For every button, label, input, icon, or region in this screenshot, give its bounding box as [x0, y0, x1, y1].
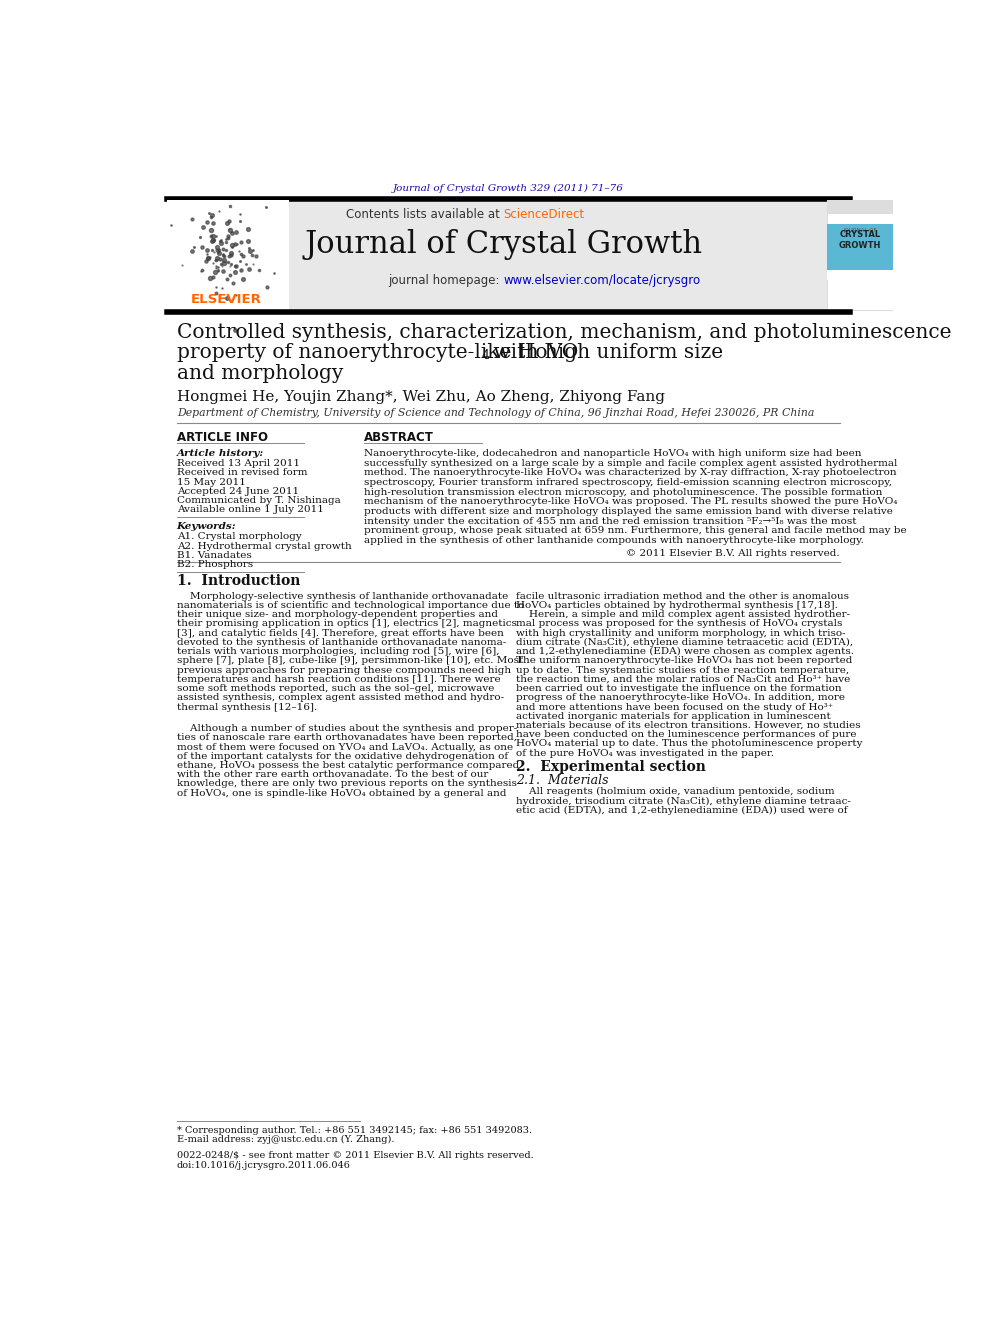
Text: materials because of its electron transitions. However, no studies: materials because of its electron transi…: [516, 721, 861, 730]
Text: 15 May 2011: 15 May 2011: [177, 478, 246, 487]
Text: sphere [7], plate [8], cube-like [9], persimmon-like [10], etc. Most: sphere [7], plate [8], cube-like [9], pe…: [177, 656, 523, 665]
Text: All reagents (holmium oxide, vanadium pentoxide, sodium: All reagents (holmium oxide, vanadium pe…: [516, 787, 835, 796]
Text: applied in the synthesis of other lanthanide compounds with nanoerythrocyte-like: applied in the synthesis of other lantha…: [364, 536, 864, 545]
Text: 4: 4: [481, 349, 489, 363]
Text: B1. Vanadates: B1. Vanadates: [177, 550, 251, 560]
Text: been carried out to investigate the influence on the formation: been carried out to investigate the infl…: [516, 684, 842, 693]
Text: Hongmei He, Youjin Zhang*, Wei Zhu, Ao Zheng, Zhiyong Fang: Hongmei He, Youjin Zhang*, Wei Zhu, Ao Z…: [177, 390, 665, 405]
Text: of the important catalysts for the oxidative dehydrogenation of: of the important catalysts for the oxida…: [177, 751, 508, 761]
Text: * Corresponding author. Tel.: +86 551 3492145; fax: +86 551 3492083.: * Corresponding author. Tel.: +86 551 34…: [177, 1126, 532, 1135]
Text: ELSEVIER: ELSEVIER: [190, 294, 262, 306]
Text: Keywords:: Keywords:: [177, 523, 236, 532]
Text: thermal synthesis [12–16].: thermal synthesis [12–16].: [177, 703, 317, 712]
Text: previous approaches for preparing these compounds need high: previous approaches for preparing these …: [177, 665, 511, 675]
Text: high-resolution transmission electron microscopy, and photoluminescence. The pos: high-resolution transmission electron mi…: [364, 488, 883, 496]
Text: prominent group, whose peak situated at 659 nm. Furthermore, this general and fa: prominent group, whose peak situated at …: [364, 527, 907, 536]
Text: A1. Crystal morphology: A1. Crystal morphology: [177, 532, 302, 541]
Text: © 2011 Elsevier B.V. All rights reserved.: © 2011 Elsevier B.V. All rights reserved…: [627, 549, 840, 557]
Text: and more attentions have been focused on the study of Ho³⁺: and more attentions have been focused on…: [516, 703, 833, 712]
Text: intensity under the excitation of 455 nm and the red emission transition ⁵F₂→⁵I₈: intensity under the excitation of 455 nm…: [364, 516, 857, 525]
Text: Nanoerythrocyte-like, dodecahedron and nanoparticle HoVO₄ with high uniform size: Nanoerythrocyte-like, dodecahedron and n…: [364, 450, 862, 458]
Text: ABSTRACT: ABSTRACT: [364, 431, 434, 445]
Text: doi:10.1016/j.jcrysgro.2011.06.046: doi:10.1016/j.jcrysgro.2011.06.046: [177, 1160, 350, 1170]
Text: their unique size- and morphology-dependent properties and: their unique size- and morphology-depend…: [177, 610, 498, 619]
Text: journal homepage:: journal homepage:: [389, 274, 504, 287]
Text: Article history:: Article history:: [177, 450, 264, 458]
Text: hydroxide, trisodium citrate (Na₃Cit), ethylene diamine tetraac-: hydroxide, trisodium citrate (Na₃Cit), e…: [516, 796, 851, 806]
Text: temperatures and harsh reaction conditions [11]. There were: temperatures and harsh reaction conditio…: [177, 675, 500, 684]
Text: Communicated by T. Nishinaga: Communicated by T. Nishinaga: [177, 496, 340, 505]
Text: and 1,2-ethylenediamine (EDA) were chosen as complex agents.: and 1,2-ethylenediamine (EDA) were chose…: [516, 647, 854, 656]
Text: JOURNAL OF: JOURNAL OF: [843, 228, 877, 233]
Text: with high uniform size: with high uniform size: [487, 343, 723, 363]
Text: dium citrate (Na₃Cit), ethylene diamine tetraacetic acid (EDTA),: dium citrate (Na₃Cit), ethylene diamine …: [516, 638, 853, 647]
Text: 0022-0248/$ - see front matter © 2011 Elsevier B.V. All rights reserved.: 0022-0248/$ - see front matter © 2011 El…: [177, 1151, 534, 1160]
Text: with the other rare earth orthovanadate. To the best of our: with the other rare earth orthovanadate.…: [177, 770, 488, 779]
Text: nanomaterials is of scientific and technological importance due to: nanomaterials is of scientific and techn…: [177, 601, 524, 610]
Text: Although a number of studies about the synthesis and proper-: Although a number of studies about the s…: [177, 724, 517, 733]
Text: terials with various morphologies, including rod [5], wire [6],: terials with various morphologies, inclu…: [177, 647, 499, 656]
Text: Herein, a simple and mild complex agent assisted hydrother-: Herein, a simple and mild complex agent …: [516, 610, 850, 619]
Text: 2.1.  Materials: 2.1. Materials: [516, 774, 609, 787]
Text: Controlled synthesis, characterization, mechanism, and photoluminescence: Controlled synthesis, characterization, …: [177, 323, 951, 341]
Text: activated inorganic materials for application in luminescent: activated inorganic materials for applic…: [516, 712, 831, 721]
Text: ethane, HoVO₄ possess the best catalytic performance compared: ethane, HoVO₄ possess the best catalytic…: [177, 761, 519, 770]
Text: Received in revised form: Received in revised form: [177, 468, 308, 478]
Text: and morphology: and morphology: [177, 364, 343, 384]
Text: mal process was proposed for the synthesis of HoVO₄ crystals: mal process was proposed for the synthes…: [516, 619, 842, 628]
Text: Journal of Crystal Growth: Journal of Crystal Growth: [305, 229, 702, 261]
Text: Received 13 April 2011: Received 13 April 2011: [177, 459, 300, 468]
Text: Morphology-selective synthesis of lanthanide orthovanadate: Morphology-selective synthesis of lantha…: [177, 591, 508, 601]
Text: 2.  Experimental section: 2. Experimental section: [516, 759, 706, 774]
FancyBboxPatch shape: [827, 200, 893, 311]
Text: HoVO₄ particles obtained by hydrothermal synthesis [17,18].: HoVO₄ particles obtained by hydrothermal…: [516, 601, 838, 610]
Text: E-mail address: zyj@ustc.edu.cn (Y. Zhang).: E-mail address: zyj@ustc.edu.cn (Y. Zhan…: [177, 1135, 394, 1144]
Text: The uniform nanoerythrocyte-like HoVO₄ has not been reported: The uniform nanoerythrocyte-like HoVO₄ h…: [516, 656, 852, 665]
Text: ScienceDirect: ScienceDirect: [504, 208, 585, 221]
Text: progress of the nanoerythrocyte-like HoVO₄. In addition, more: progress of the nanoerythrocyte-like HoV…: [516, 693, 845, 703]
Text: CRYSTAL
GROWTH: CRYSTAL GROWTH: [839, 230, 882, 250]
Text: ARTICLE INFO: ARTICLE INFO: [177, 431, 268, 445]
Text: Journal of Crystal Growth 329 (2011) 71–76: Journal of Crystal Growth 329 (2011) 71–…: [393, 184, 624, 193]
Text: B2. Phosphors: B2. Phosphors: [177, 560, 253, 569]
FancyBboxPatch shape: [167, 200, 289, 311]
Text: of HoVO₄, one is spindle-like HoVO₄ obtained by a general and: of HoVO₄, one is spindle-like HoVO₄ obta…: [177, 789, 506, 798]
Text: [3], and catalytic fields [4]. Therefore, great efforts have been: [3], and catalytic fields [4]. Therefore…: [177, 628, 504, 638]
Text: some soft methods reported, such as the sol–gel, microwave: some soft methods reported, such as the …: [177, 684, 494, 693]
Text: HoVO₄ material up to date. Thus the photoluminescence property: HoVO₄ material up to date. Thus the phot…: [516, 740, 863, 749]
Text: 1.  Introduction: 1. Introduction: [177, 574, 300, 587]
Text: spectroscopy, Fourier transform infrared spectroscopy, field-emission scanning e: spectroscopy, Fourier transform infrared…: [364, 478, 892, 487]
Text: Department of Chemistry, University of Science and Technology of China, 96 Jinzh: Department of Chemistry, University of S…: [177, 407, 814, 418]
Text: most of them were focused on YVO₄ and LaVO₄. Actually, as one: most of them were focused on YVO₄ and La…: [177, 742, 513, 751]
Text: of the pure HoVO₄ was investigated in the paper.: of the pure HoVO₄ was investigated in th…: [516, 749, 774, 758]
Text: facile ultrasonic irradiation method and the other is anomalous: facile ultrasonic irradiation method and…: [516, 591, 849, 601]
Text: property of nanoerythrocyte-like HoVO: property of nanoerythrocyte-like HoVO: [177, 343, 578, 363]
FancyBboxPatch shape: [827, 224, 893, 270]
Text: devoted to the synthesis of lanthanide orthovanadate nanoma-: devoted to the synthesis of lanthanide o…: [177, 638, 506, 647]
Text: successfully synthesized on a large scale by a simple and facile complex agent a: successfully synthesized on a large scal…: [364, 459, 898, 468]
FancyBboxPatch shape: [827, 270, 893, 280]
Text: products with different size and morphology displayed the same emission band wit: products with different size and morphol…: [364, 507, 893, 516]
Text: ties of nanoscale rare earth orthovanadates have been reported,: ties of nanoscale rare earth orthovanada…: [177, 733, 517, 742]
Text: knowledge, there are only two previous reports on the synthesis: knowledge, there are only two previous r…: [177, 779, 517, 789]
Text: method. The nanoerythrocyte-like HoVO₄ was characterized by X-ray diffraction, X: method. The nanoerythrocyte-like HoVO₄ w…: [364, 468, 897, 478]
Text: mechanism of the nanoerythrocyte-like HoVO₄ was proposed. The PL results showed : mechanism of the nanoerythrocyte-like Ho…: [364, 497, 898, 507]
Text: the reaction time, and the molar ratios of Na₃Cit and Ho³⁺ have: the reaction time, and the molar ratios …: [516, 675, 850, 684]
Text: www.elsevier.com/locate/jcrysgro: www.elsevier.com/locate/jcrysgro: [504, 274, 701, 287]
Text: have been conducted on the luminescence performances of pure: have been conducted on the luminescence …: [516, 730, 857, 740]
Text: assisted synthesis, complex agent assisted method and hydro-: assisted synthesis, complex agent assist…: [177, 693, 504, 703]
Text: their promising application in optics [1], electrics [2], magnetics: their promising application in optics [1…: [177, 619, 517, 628]
Text: Accepted 24 June 2011: Accepted 24 June 2011: [177, 487, 299, 496]
Text: up to date. The systematic studies of the reaction temperature,: up to date. The systematic studies of th…: [516, 665, 849, 675]
Text: with high crystallinity and uniform morphology, in which triso-: with high crystallinity and uniform morp…: [516, 628, 846, 638]
Text: A2. Hydrothermal crystal growth: A2. Hydrothermal crystal growth: [177, 541, 351, 550]
Text: Contents lists available at: Contents lists available at: [346, 208, 504, 221]
Text: Available online 1 July 2011: Available online 1 July 2011: [177, 505, 323, 515]
Text: etic acid (EDTA), and 1,2-ethylenediamine (EDA)) used were of: etic acid (EDTA), and 1,2-ethylenediamin…: [516, 806, 847, 815]
FancyBboxPatch shape: [167, 200, 827, 311]
FancyBboxPatch shape: [827, 200, 893, 214]
